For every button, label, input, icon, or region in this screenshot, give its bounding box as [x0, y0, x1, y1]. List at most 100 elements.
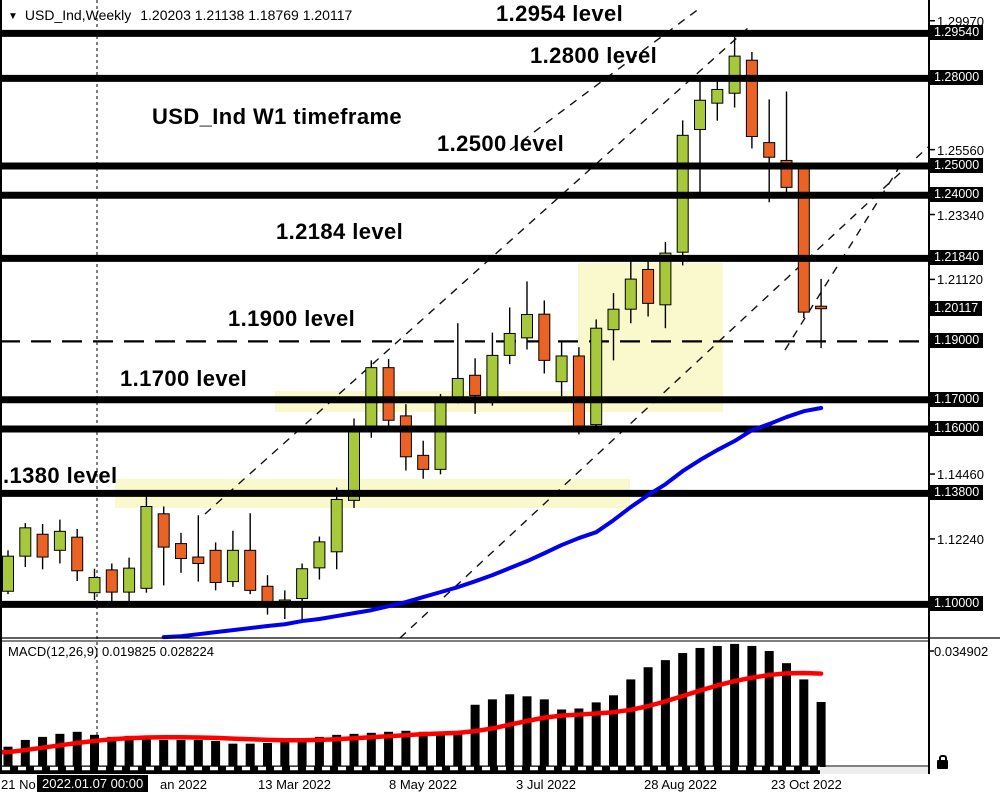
- macd-bar: [3, 746, 13, 769]
- macd-bar: [574, 708, 584, 769]
- candle-body: [192, 556, 205, 564]
- candle-body: [711, 88, 724, 104]
- candle-body: [175, 543, 187, 560]
- candle-body: [123, 567, 136, 593]
- macd-bar: [314, 736, 324, 769]
- macd-bar: [747, 645, 757, 769]
- level-lines: [0, 29, 928, 608]
- candle-body: [728, 55, 741, 94]
- macd-bar: [55, 733, 65, 769]
- macd-bar: [366, 732, 376, 769]
- chevron-down-icon[interactable]: ▼: [8, 11, 18, 22]
- macd-bar: [38, 736, 48, 769]
- candle-body: [521, 313, 533, 339]
- macd-bar: [384, 731, 394, 769]
- macd-indicator-label: MACD(12,26,9) 0.019825 0.028224: [8, 644, 214, 659]
- macd-signal-line: [0, 670, 824, 755]
- candle-body: [71, 536, 84, 572]
- ohlc-readout: 1.20203 1.21138 1.18769 1.20117: [140, 7, 353, 23]
- macd-bar: [453, 731, 463, 769]
- macd-bar: [799, 679, 809, 769]
- candle-body: [503, 332, 516, 356]
- candle-body: [313, 541, 326, 569]
- macd-bar: [20, 739, 30, 769]
- candle-body: [763, 142, 776, 158]
- macd-bar: [159, 739, 169, 769]
- macd-bar: [609, 695, 618, 769]
- macd-bar: [332, 734, 342, 769]
- macd-bar: [522, 696, 532, 769]
- macd-bar: [211, 740, 221, 769]
- macd-bar: [141, 737, 151, 769]
- candle-body: [572, 355, 585, 427]
- macd-bar: [695, 647, 705, 769]
- candle-body: [36, 533, 49, 558]
- macd-bar: [297, 738, 307, 769]
- macd-bar: [539, 699, 549, 769]
- candle-body: [399, 415, 412, 458]
- macd-bar: [436, 732, 445, 769]
- candle-body: [244, 549, 257, 591]
- ma-line: [161, 405, 824, 640]
- macd-bar: [124, 735, 134, 769]
- macd-bar: [626, 679, 636, 769]
- macd-bar: [712, 645, 722, 769]
- candle-body: [348, 426, 360, 501]
- candle-body: [382, 367, 395, 421]
- macd-bar: [678, 653, 688, 769]
- candle-body: [469, 374, 482, 396]
- macd-bar: [505, 694, 515, 769]
- candle-body: [417, 454, 430, 470]
- candle-body: [209, 549, 222, 583]
- macd-bar: [816, 701, 826, 769]
- macd-bar: [263, 742, 272, 769]
- candles: [2, 35, 828, 621]
- candle-body: [694, 99, 706, 130]
- macd-bar: [730, 643, 740, 769]
- candle-body: [140, 505, 153, 589]
- candle-body: [53, 530, 66, 551]
- macd-bar: [349, 733, 359, 769]
- macd-bar: [280, 739, 290, 769]
- candle-body: [434, 400, 447, 470]
- macd-histogram: [3, 643, 826, 769]
- candle-body: [105, 569, 118, 593]
- macd-bar: [764, 651, 774, 769]
- candle-body: [797, 164, 810, 313]
- candle-body: [815, 305, 828, 310]
- candle-body: [2, 555, 14, 592]
- trendline: [399, 146, 929, 639]
- candle-body: [451, 377, 464, 399]
- macd-bar: [176, 739, 186, 769]
- chart-title: ▼ USD_Ind,Weekly 1.20203 1.21138 1.18769 1…: [8, 7, 352, 23]
- macd-bar: [401, 730, 411, 769]
- candle-body: [226, 549, 239, 583]
- macd-bar: [193, 739, 203, 769]
- candle-body: [157, 513, 170, 548]
- candle-body: [538, 313, 551, 361]
- macd-bar: [487, 699, 497, 769]
- macd-bar: [782, 663, 791, 769]
- symbol-period-label: USD_Ind,Weekly: [24, 7, 132, 23]
- candle-body: [745, 59, 758, 137]
- macd-bar: [107, 736, 117, 769]
- trendline: [204, 27, 749, 515]
- macd-scale-label: 0.034902: [934, 644, 989, 659]
- candle-body: [88, 577, 101, 594]
- candle-body: [555, 355, 568, 383]
- scale-lock-icon[interactable]: [937, 755, 948, 769]
- macd-name: MACD(12,26,9): [8, 644, 99, 659]
- candle-body: [19, 527, 32, 557]
- candle-body: [780, 159, 793, 188]
- macd-bar: [643, 667, 653, 769]
- macd-bar: [228, 743, 238, 769]
- macd-bar: [660, 660, 670, 769]
- candle-body: [607, 308, 620, 331]
- candle-body: [659, 252, 672, 306]
- macd-bar: [90, 734, 99, 769]
- candle-body: [296, 568, 309, 600]
- candle-body: [624, 278, 637, 310]
- macd-bar: [470, 704, 480, 769]
